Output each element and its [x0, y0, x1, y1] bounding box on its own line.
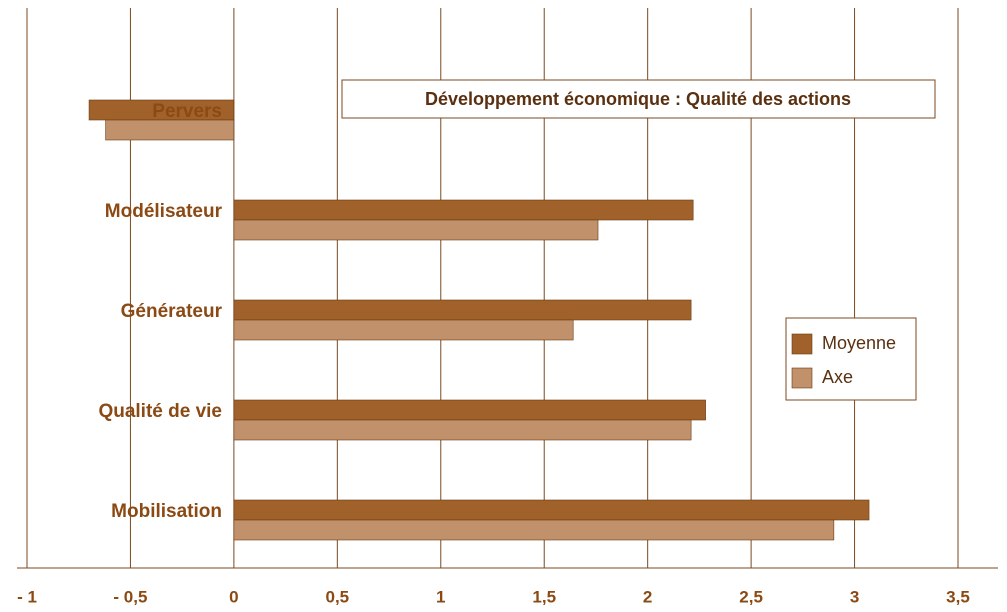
x-tick-label: 0,5 — [326, 587, 350, 606]
title-box: Développement économique : Qualité des a… — [341, 79, 936, 119]
legend: Moyenne Axe — [785, 317, 917, 401]
legend-label: Axe — [822, 367, 853, 387]
legend-swatch — [791, 333, 813, 355]
category-label: Modélisateur — [105, 201, 223, 222]
x-tick-label: - 1 — [17, 587, 37, 606]
chart-title: Développement économique : Qualité des a… — [425, 89, 851, 109]
bar — [233, 319, 574, 341]
bar — [233, 499, 870, 521]
x-tick-label: 1,5 — [532, 587, 556, 606]
x-tick-label: 2,5 — [739, 587, 763, 606]
legend-swatch — [791, 367, 813, 389]
category-label: Qualité de vie — [98, 401, 222, 422]
category-label: Pervers — [152, 101, 222, 122]
bar — [105, 119, 235, 141]
legend-label: Moyenne — [822, 333, 896, 353]
category-label: Générateur — [121, 301, 223, 322]
bar — [233, 399, 706, 421]
bar — [233, 519, 835, 541]
category-label: Mobilisation — [111, 501, 222, 522]
x-tick-label: 1 — [436, 587, 445, 606]
bar — [233, 219, 599, 241]
title-frame — [341, 79, 936, 119]
bar — [233, 199, 694, 221]
x-tick-label: 3 — [850, 587, 859, 606]
bar — [233, 419, 692, 441]
x-tick-label: - 0,5 — [113, 587, 147, 606]
x-tick-label: 2 — [643, 587, 652, 606]
x-tick-label: 0 — [229, 587, 238, 606]
plot: - 1 - 0,5 0 0,5 1 1,5 2 2,5 3 3,5 Pervers Modélisat… — [17, 8, 998, 606]
x-tick-label: 3,5 — [946, 587, 970, 606]
bar — [233, 299, 692, 321]
